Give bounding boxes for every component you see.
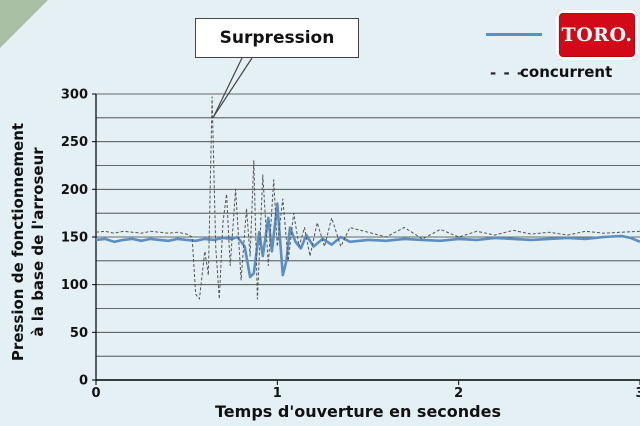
x-tick-label: 0 — [91, 386, 100, 401]
y-tick-label: 0 — [79, 374, 88, 389]
corner-decoration — [0, 0, 48, 48]
legend-toro-line — [486, 33, 542, 36]
y-tick-label: 200 — [61, 183, 88, 198]
legend-dash-glyph: - - - — [490, 64, 525, 82]
y-axis-label-line-2: à la base de l'arroseur — [29, 147, 47, 337]
y-tick-label: 100 — [61, 278, 88, 293]
y-tick-label: 150 — [61, 231, 88, 246]
series-concurrent-line — [95, 96, 640, 300]
y-tick-label: 50 — [70, 326, 88, 341]
x-tick-label: 3 — [635, 386, 640, 401]
x-axis-label: Temps d'ouverture en secondes — [215, 402, 501, 421]
y-tick-label: 250 — [61, 135, 88, 150]
y-tick-label: 300 — [61, 88, 88, 103]
y-axis-label-line-1: Pression de fonctionnement — [9, 122, 27, 362]
annotation-leader-1 — [213, 57, 253, 116]
annotation-surpression: Surpression — [195, 18, 359, 58]
toro-logo-text: TORO. — [561, 24, 633, 46]
y-axis-label: Pression de fonctionnement à la base de … — [8, 102, 48, 382]
series-toro-line — [95, 202, 640, 279]
x-tick-label: 1 — [273, 386, 282, 401]
x-tick-label: 2 — [454, 386, 463, 401]
legend-concurrent-label: concurrent — [520, 63, 613, 81]
toro-logo: TORO. — [556, 10, 638, 60]
annotation-leader-2 — [212, 57, 243, 118]
